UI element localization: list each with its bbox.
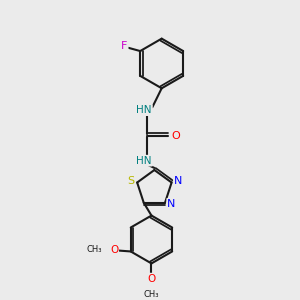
Text: N: N bbox=[174, 176, 182, 186]
Text: HN: HN bbox=[136, 105, 152, 115]
Text: O: O bbox=[147, 274, 156, 284]
Text: CH₃: CH₃ bbox=[87, 245, 102, 254]
Text: O: O bbox=[110, 245, 118, 255]
Text: CH₃: CH₃ bbox=[144, 290, 159, 299]
Text: S: S bbox=[127, 176, 134, 186]
Text: HN: HN bbox=[136, 156, 152, 166]
Text: N: N bbox=[167, 199, 175, 209]
Text: F: F bbox=[121, 41, 127, 51]
Text: O: O bbox=[171, 130, 180, 141]
